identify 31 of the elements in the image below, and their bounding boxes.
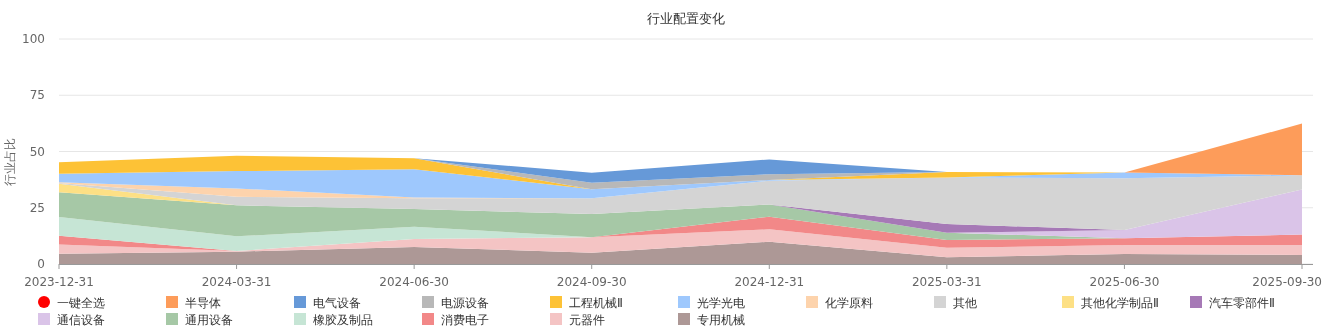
- legend-label: 化学原料: [825, 295, 873, 310]
- legend-label: 工程机械Ⅱ: [569, 295, 623, 310]
- y-tick-label: 25: [29, 200, 45, 215]
- x-tick-label: 2025-09-30: [1252, 275, 1322, 289]
- x-tick-label: 2023-12-31: [24, 275, 94, 289]
- x-tick-label: 2025-03-31: [911, 275, 982, 289]
- x-tick-label: 2024-12-31: [734, 275, 805, 289]
- y-axis-title: 行业占比: [3, 137, 17, 186]
- x-tick-label: 2024-09-30: [556, 275, 627, 289]
- legend-label: 通信设备: [57, 312, 105, 327]
- legend-label: 其他化学制品Ⅱ: [1081, 295, 1159, 310]
- y-tick-label: 0: [37, 257, 45, 271]
- x-tick-label: 2024-03-31: [201, 275, 272, 289]
- x-tick-label: 2024-06-30: [379, 275, 450, 289]
- legend-label: 半导体: [185, 295, 221, 310]
- legend-label: 橡胶及制品: [313, 312, 373, 327]
- y-tick-label: 75: [29, 88, 45, 103]
- text: 一键全选: [57, 295, 105, 310]
- legend-label: 消费电子: [441, 312, 489, 327]
- legend-label: 汽车零部件Ⅱ: [1209, 295, 1275, 310]
- y-tick-label: 50: [29, 144, 45, 159]
- legend-label: 电气设备: [313, 295, 361, 310]
- legend-label: 专用机械: [697, 312, 745, 327]
- legend-label: 其他: [953, 295, 977, 310]
- y-tick-label: 100: [22, 32, 45, 46]
- x-tick-label: 2025-06-30: [1089, 275, 1160, 289]
- legend-label: 光学光电: [697, 295, 745, 310]
- legend-label: 通用设备: [185, 312, 233, 327]
- chart-title: 行业配置变化: [647, 11, 725, 26]
- legend-label: 元器件: [569, 312, 605, 327]
- legend-label: 电源设备: [441, 295, 489, 310]
